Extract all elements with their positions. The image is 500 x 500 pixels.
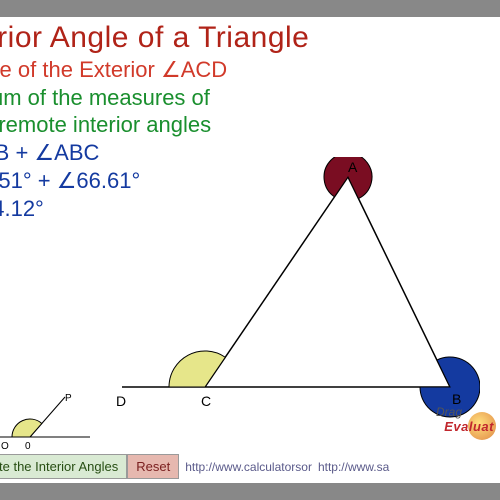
- eq1-b: ∠ABC: [34, 140, 99, 165]
- url-2[interactable]: http://www.sa: [312, 460, 389, 474]
- mini-diagram: 0 Q P: [0, 389, 95, 449]
- equation-line-3: 24.12°: [0, 196, 44, 222]
- mini-label-p: P: [65, 393, 72, 404]
- url-1[interactable]: http://www.calculatorsor: [179, 460, 312, 474]
- triangle-diagram: [110, 157, 480, 427]
- toolbar: te the Interior Angles Reset http://www.…: [0, 450, 500, 483]
- vertex-label-a[interactable]: A: [348, 159, 357, 175]
- evaluation-watermark: Evaluat: [444, 419, 494, 434]
- line2-pre: ure of the Exterior: [0, 57, 161, 82]
- reset-button[interactable]: Reset: [127, 454, 179, 479]
- vertex-label-c: C: [201, 393, 211, 409]
- eq1-a: AB +: [0, 140, 34, 165]
- sum-line-1: sum of the measures of: [0, 85, 210, 111]
- line2-angle: ∠ACD: [161, 57, 227, 82]
- side-ca: [205, 177, 348, 387]
- page-title: erior Angle of a Triangle: [0, 21, 309, 55]
- vertex-label-d: D: [116, 393, 126, 409]
- mini-label-q: Q: [1, 441, 9, 449]
- exterior-angle-line: ure of the Exterior ∠ACD: [0, 57, 227, 83]
- rotate-interior-button[interactable]: te the Interior Angles: [0, 454, 127, 479]
- stage: erior Angle of a Triangle ure of the Ext…: [0, 17, 500, 483]
- exterior-angle-arc: [169, 351, 225, 387]
- drag-hint: Drag: [436, 405, 462, 419]
- mini-label-o: 0: [25, 441, 31, 449]
- mini-exterior-arc: [12, 419, 42, 437]
- equation-line-1: AB + ∠ABC: [0, 140, 99, 166]
- side-ab: [348, 177, 450, 387]
- sum-line-2: o remote interior angles: [0, 112, 211, 138]
